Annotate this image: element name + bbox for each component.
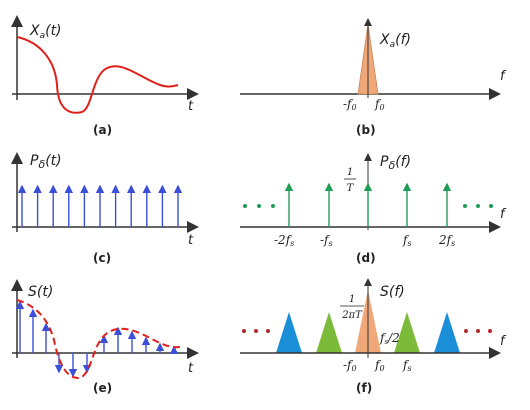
e-sampled-impulses [15,300,179,378]
a-signal-curve [16,36,179,114]
panel-c: Pδ(t) t (c) [11,152,199,265]
b-xlabel: f [500,69,507,84]
d-xlabel: f [500,207,507,222]
d-frac-num: 1 [347,167,353,178]
d-frac-den: T [347,183,355,194]
a-caption: (a) [93,123,112,137]
f-tick-fs: fs [402,358,412,373]
d-tick-neg-fs: -fs [320,233,333,248]
f-xlabel: f [500,334,507,349]
c-ylabel: Pδ(t) [30,153,62,171]
e-xlabel: t [188,361,194,376]
f-half-fs: fs/2 [379,331,400,346]
f-frac-den: 2πT [341,310,363,321]
e-dashed-envelope [16,299,181,380]
panel-a: Xa(t) t (a) [11,15,199,137]
c-xlabel: t [188,233,194,248]
f-caption: (f) [356,381,372,395]
e-caption: (e) [93,381,112,395]
b-tick-f0: f0 [374,97,385,112]
f-frac-num: 1 [349,294,355,305]
f-band-blue-right [434,312,460,353]
f-band-green-right [394,312,420,353]
panel-b: Xa(f) f -f0 f0 (b) [240,18,507,137]
c-caption: (c) [93,251,111,265]
c-impulse-train [17,184,183,227]
d-tick-neg-2fs: -2fs [274,233,294,248]
e-ylabel: S(t) [28,284,53,300]
d-tick-fs: fs [402,233,412,248]
f-dots-right [464,329,492,333]
f-dots-left [242,329,270,333]
b-ylabel: Xa(f) [379,32,411,50]
f-tick-neg-f0: -f0 [343,358,357,373]
panel-e: S(t) t (e) [11,279,199,395]
d-ylabel: Pδ(f) [380,154,411,172]
b-tick-neg-f0: -f0 [343,97,357,112]
a-xlabel: t [188,99,194,114]
f-band-green-left [316,312,342,353]
d-impulse-train [284,182,452,227]
a-ylabel: Xa(t) [29,23,62,41]
d-dots-right [463,204,493,208]
d-caption: (d) [356,251,376,265]
f-ylabel: S(f) [380,284,405,300]
b-caption: (b) [356,123,376,137]
panel-f: 1 2πT S(f) fs/2 f -f0 f0 fs (f) [240,278,507,395]
panel-d: 1 T Pδ(f) f -2fs -fs fs 2fs (d) [240,153,507,265]
f-tick-f0: f0 [374,358,385,373]
f-band-blue-left [276,312,302,353]
d-tick-2fs: 2fs [438,233,455,248]
d-dots-left [243,204,275,208]
